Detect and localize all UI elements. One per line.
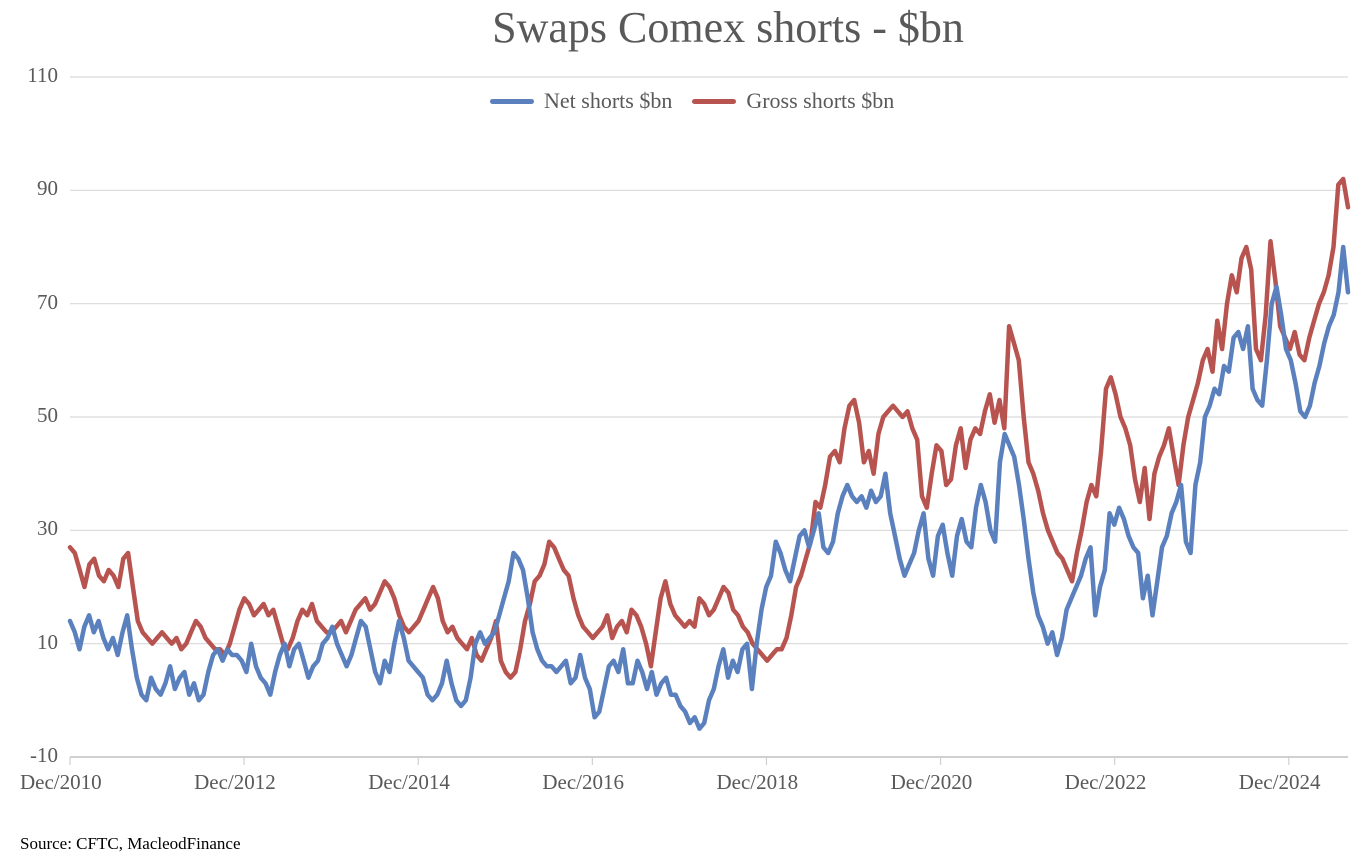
- x-axis: [69, 757, 1290, 765]
- x-tick-label: Dec/2018: [716, 770, 799, 794]
- y-tick-label: 30: [37, 516, 58, 541]
- legend: Net shorts $bn Gross shorts $bn: [490, 88, 914, 114]
- x-tick-label: Dec/2024: [1238, 770, 1321, 794]
- legend-swatch-net: [490, 98, 534, 104]
- legend-swatch-gross: [692, 98, 737, 104]
- y-tick-label: 50: [37, 403, 58, 427]
- x-tick-label: Dec/2012: [194, 770, 276, 794]
- x-tick-label: Dec/2014: [368, 770, 450, 794]
- legend-label-gross: Gross shorts $bn: [746, 88, 895, 113]
- y-tick-label: 110: [27, 63, 58, 87]
- series-lines: [67, 176, 1351, 731]
- source-note: Source: CFTC, MacleodFinance: [20, 834, 241, 853]
- y-tick-label: -10: [30, 743, 58, 767]
- x-tick-label: Dec/2010: [20, 770, 102, 794]
- x-tick-label: Dec/2022: [1064, 770, 1147, 794]
- y-tick-label: 10: [37, 629, 58, 654]
- gridlines: [70, 76, 1348, 758]
- x-tick-label: Dec/2016: [542, 770, 624, 794]
- legend-label-net: Net shorts $bn: [544, 88, 673, 113]
- legend-item-net: Net shorts $bn: [490, 88, 672, 114]
- legend-item-gross: Gross shorts $bn: [692, 88, 894, 114]
- y-tick-label: 70: [37, 289, 58, 314]
- y-tick-label: 90: [37, 176, 58, 201]
- series-line-net-shorts: [67, 244, 1351, 731]
- x-tick-label: Dec/2020: [890, 770, 973, 794]
- chart-title: Swaps Comex shorts - $bn: [492, 3, 964, 52]
